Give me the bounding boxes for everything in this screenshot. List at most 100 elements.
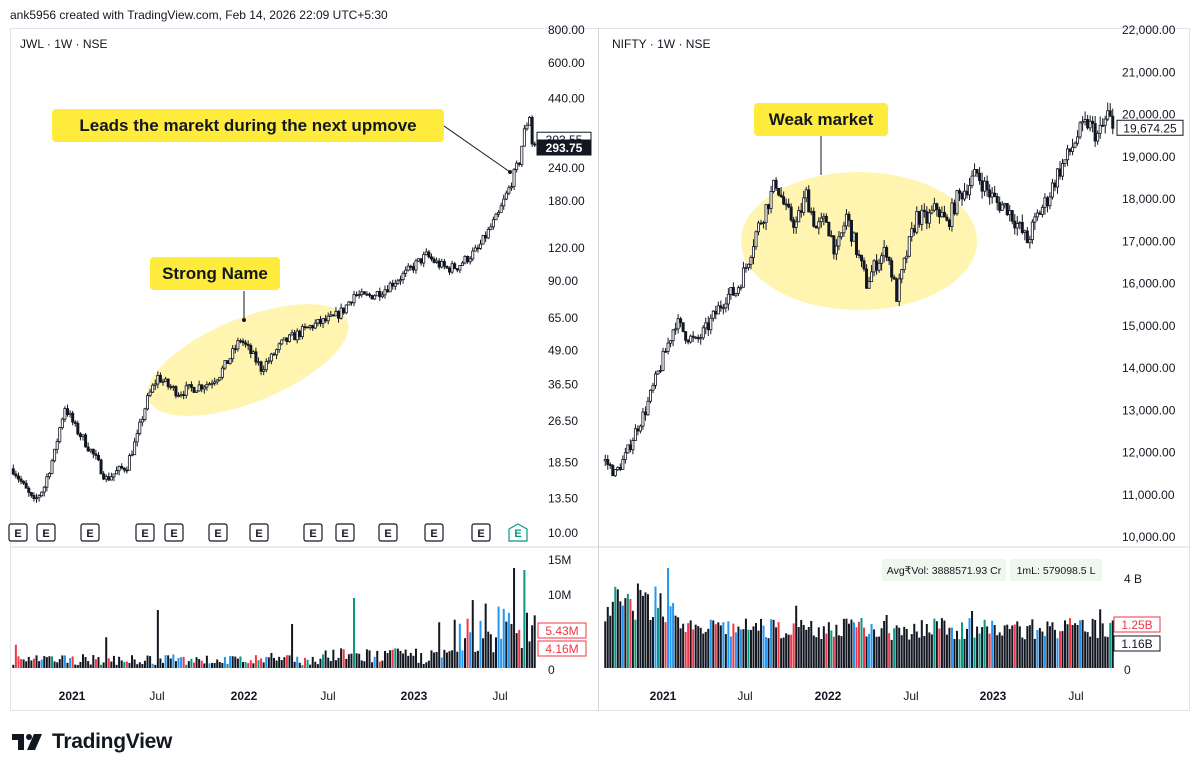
earnings-marker-letter: E — [255, 528, 262, 540]
volume-bar — [84, 657, 87, 668]
volume-bar — [873, 629, 876, 668]
volume-bar — [456, 651, 459, 668]
volume-bar — [138, 662, 141, 668]
candle-body — [656, 370, 660, 375]
volume-bar — [270, 652, 273, 668]
volume-bar — [414, 648, 417, 668]
volume-bar — [739, 629, 742, 668]
volume-bar — [363, 661, 366, 668]
candle-body — [628, 444, 632, 451]
candle-body — [960, 192, 964, 200]
candle-body — [782, 196, 786, 205]
volume-bar — [888, 633, 891, 668]
strong-name-callout[interactable] — [150, 257, 280, 290]
candle-body — [764, 204, 768, 224]
price-axis-tick: 13.50 — [548, 492, 578, 506]
candle-body — [484, 234, 488, 239]
volume-bar — [1086, 632, 1089, 668]
volume-bar — [955, 630, 958, 668]
earnings-marker[interactable] — [249, 523, 269, 542]
candle-body — [140, 419, 144, 423]
earnings-marker[interactable] — [164, 523, 184, 542]
earnings-marker[interactable] — [424, 523, 444, 542]
volume-bar — [141, 663, 144, 668]
volume-bar — [123, 662, 126, 668]
earnings-marker-letter: E — [86, 528, 93, 540]
volume-bar — [860, 617, 863, 668]
earnings-marker[interactable] — [8, 523, 28, 542]
candle-body — [917, 211, 921, 225]
volume-bar — [787, 634, 790, 668]
time-axis-tick: 2023 — [980, 689, 1007, 703]
weak-market-callout[interactable] — [754, 103, 888, 136]
candle-body — [1030, 221, 1034, 240]
pane-divider[interactable] — [598, 28, 599, 711]
candle-body — [176, 395, 180, 398]
volume-bar — [1109, 622, 1112, 668]
candle-body — [164, 378, 168, 382]
volume-bar — [203, 663, 206, 668]
earnings-marker[interactable] — [378, 523, 398, 542]
candle-body — [254, 351, 258, 363]
volume-bar — [502, 608, 505, 668]
volume-bar — [611, 601, 614, 668]
earnings-marker[interactable] — [508, 523, 528, 542]
candle-body — [60, 418, 64, 429]
earnings-marker-letter: E — [214, 528, 221, 540]
volume-bar — [74, 664, 77, 668]
earnings-marker[interactable] — [135, 523, 155, 542]
candle-body — [218, 376, 222, 381]
candle-body — [499, 205, 503, 213]
candle-body — [952, 202, 956, 215]
candle-body — [135, 433, 139, 443]
earnings-marker[interactable] — [471, 523, 491, 542]
candle-body — [156, 375, 160, 385]
earnings-marker[interactable] — [208, 523, 228, 542]
weak-market-highlight — [741, 172, 977, 310]
jwl-title[interactable]: JWL · 1W · NSE — [20, 37, 108, 51]
volume-bar — [420, 653, 423, 668]
volume-bar — [482, 638, 485, 668]
nifty-title[interactable]: NIFTY · 1W · NSE — [612, 37, 710, 51]
volume-bar — [948, 627, 951, 668]
volume-bar — [383, 650, 386, 668]
candle-body — [285, 337, 289, 342]
earnings-marker-letter: E — [477, 528, 484, 540]
candle-body — [89, 448, 93, 452]
candle-body — [1093, 123, 1097, 142]
volume-bar — [898, 627, 901, 668]
earnings-marker[interactable] — [80, 523, 100, 542]
jwl-price-label-box — [536, 139, 592, 156]
candle-body — [76, 422, 80, 435]
earnings-marker[interactable] — [36, 523, 56, 542]
candle-body — [1053, 182, 1057, 188]
candle-body — [862, 260, 866, 270]
volume-bar — [644, 592, 647, 668]
candle-body — [636, 428, 640, 432]
candle-body — [238, 340, 242, 343]
volume-bar — [177, 658, 180, 668]
earnings-marker[interactable] — [335, 523, 355, 542]
candle-body — [220, 367, 224, 378]
volume-bar — [875, 636, 878, 668]
price-axis-tick: 10,000.00 — [1122, 530, 1176, 544]
leads-market-callout[interactable] — [52, 109, 444, 142]
volume-bar — [404, 649, 407, 668]
earnings-marker[interactable] — [303, 523, 323, 542]
volume-bar — [629, 598, 632, 668]
volume-bar — [345, 658, 348, 668]
volume-bar — [651, 617, 654, 668]
candle-body — [244, 342, 248, 345]
candle-body — [481, 234, 485, 245]
candle-body — [892, 276, 896, 280]
tradingview-logo[interactable]: TradingView — [12, 730, 172, 754]
volume-bar — [417, 662, 420, 668]
candle-body — [29, 492, 33, 496]
volume-bar — [342, 649, 345, 668]
candle-body — [1101, 124, 1105, 127]
candle-body — [829, 235, 833, 238]
volume-bar — [760, 618, 763, 668]
volume-bar — [507, 612, 510, 668]
volume-bar — [810, 620, 813, 668]
